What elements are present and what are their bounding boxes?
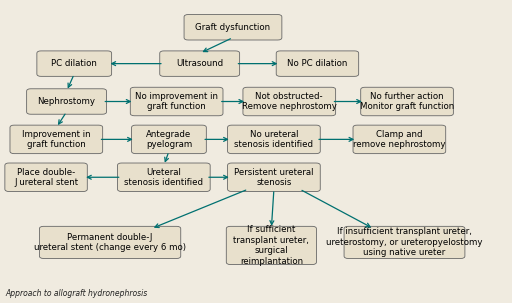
FancyBboxPatch shape [243,87,336,116]
Text: Not obstructed-
Remove nephrostomy: Not obstructed- Remove nephrostomy [242,92,337,111]
FancyBboxPatch shape [227,125,321,154]
Text: Permanent double-J
ureteral stent (change every 6 mo): Permanent double-J ureteral stent (chang… [34,233,186,252]
FancyBboxPatch shape [160,51,240,76]
Text: Improvement in
graft function: Improvement in graft function [22,130,91,149]
FancyBboxPatch shape [227,163,321,191]
Text: Clamp and
remove nephrostomy: Clamp and remove nephrostomy [353,130,445,149]
Text: No ureteral
stenosis identified: No ureteral stenosis identified [234,130,313,149]
Text: No improvement in
graft function: No improvement in graft function [135,92,218,111]
Text: PC dilation: PC dilation [51,59,97,68]
Text: Persistent ureteral
stenosis: Persistent ureteral stenosis [234,168,314,187]
FancyBboxPatch shape [184,15,282,40]
Text: Place double-
J ureteral stent: Place double- J ureteral stent [14,168,78,187]
FancyBboxPatch shape [353,125,445,154]
FancyBboxPatch shape [360,87,454,116]
Text: No further action
Monitor graft function: No further action Monitor graft function [360,92,454,111]
Text: If insufficient transplant ureter,
ureterostomy, or ureteropyelostomy
using nati: If insufficient transplant ureter, urete… [326,228,483,257]
Text: Graft dysfunction: Graft dysfunction [196,23,270,32]
FancyBboxPatch shape [132,125,206,154]
Text: No PC dilation: No PC dilation [287,59,348,68]
FancyBboxPatch shape [37,51,112,76]
FancyBboxPatch shape [130,87,223,116]
FancyBboxPatch shape [117,163,210,191]
Text: Antegrade
pyelogram: Antegrade pyelogram [146,130,192,149]
Text: Approach to allograft hydronephrosis: Approach to allograft hydronephrosis [5,289,147,298]
FancyBboxPatch shape [27,89,106,114]
FancyBboxPatch shape [10,125,102,154]
Text: Ultrasound: Ultrasound [176,59,223,68]
FancyBboxPatch shape [39,226,181,258]
Text: Ureteral
stenosis identified: Ureteral stenosis identified [124,168,203,187]
FancyBboxPatch shape [344,226,465,258]
Text: Nephrostomy: Nephrostomy [37,97,96,106]
FancyBboxPatch shape [276,51,358,76]
FancyBboxPatch shape [5,163,87,191]
FancyBboxPatch shape [226,226,316,265]
Text: If sufficient
transplant ureter,
surgical
reimplantation: If sufficient transplant ureter, surgica… [233,225,309,265]
